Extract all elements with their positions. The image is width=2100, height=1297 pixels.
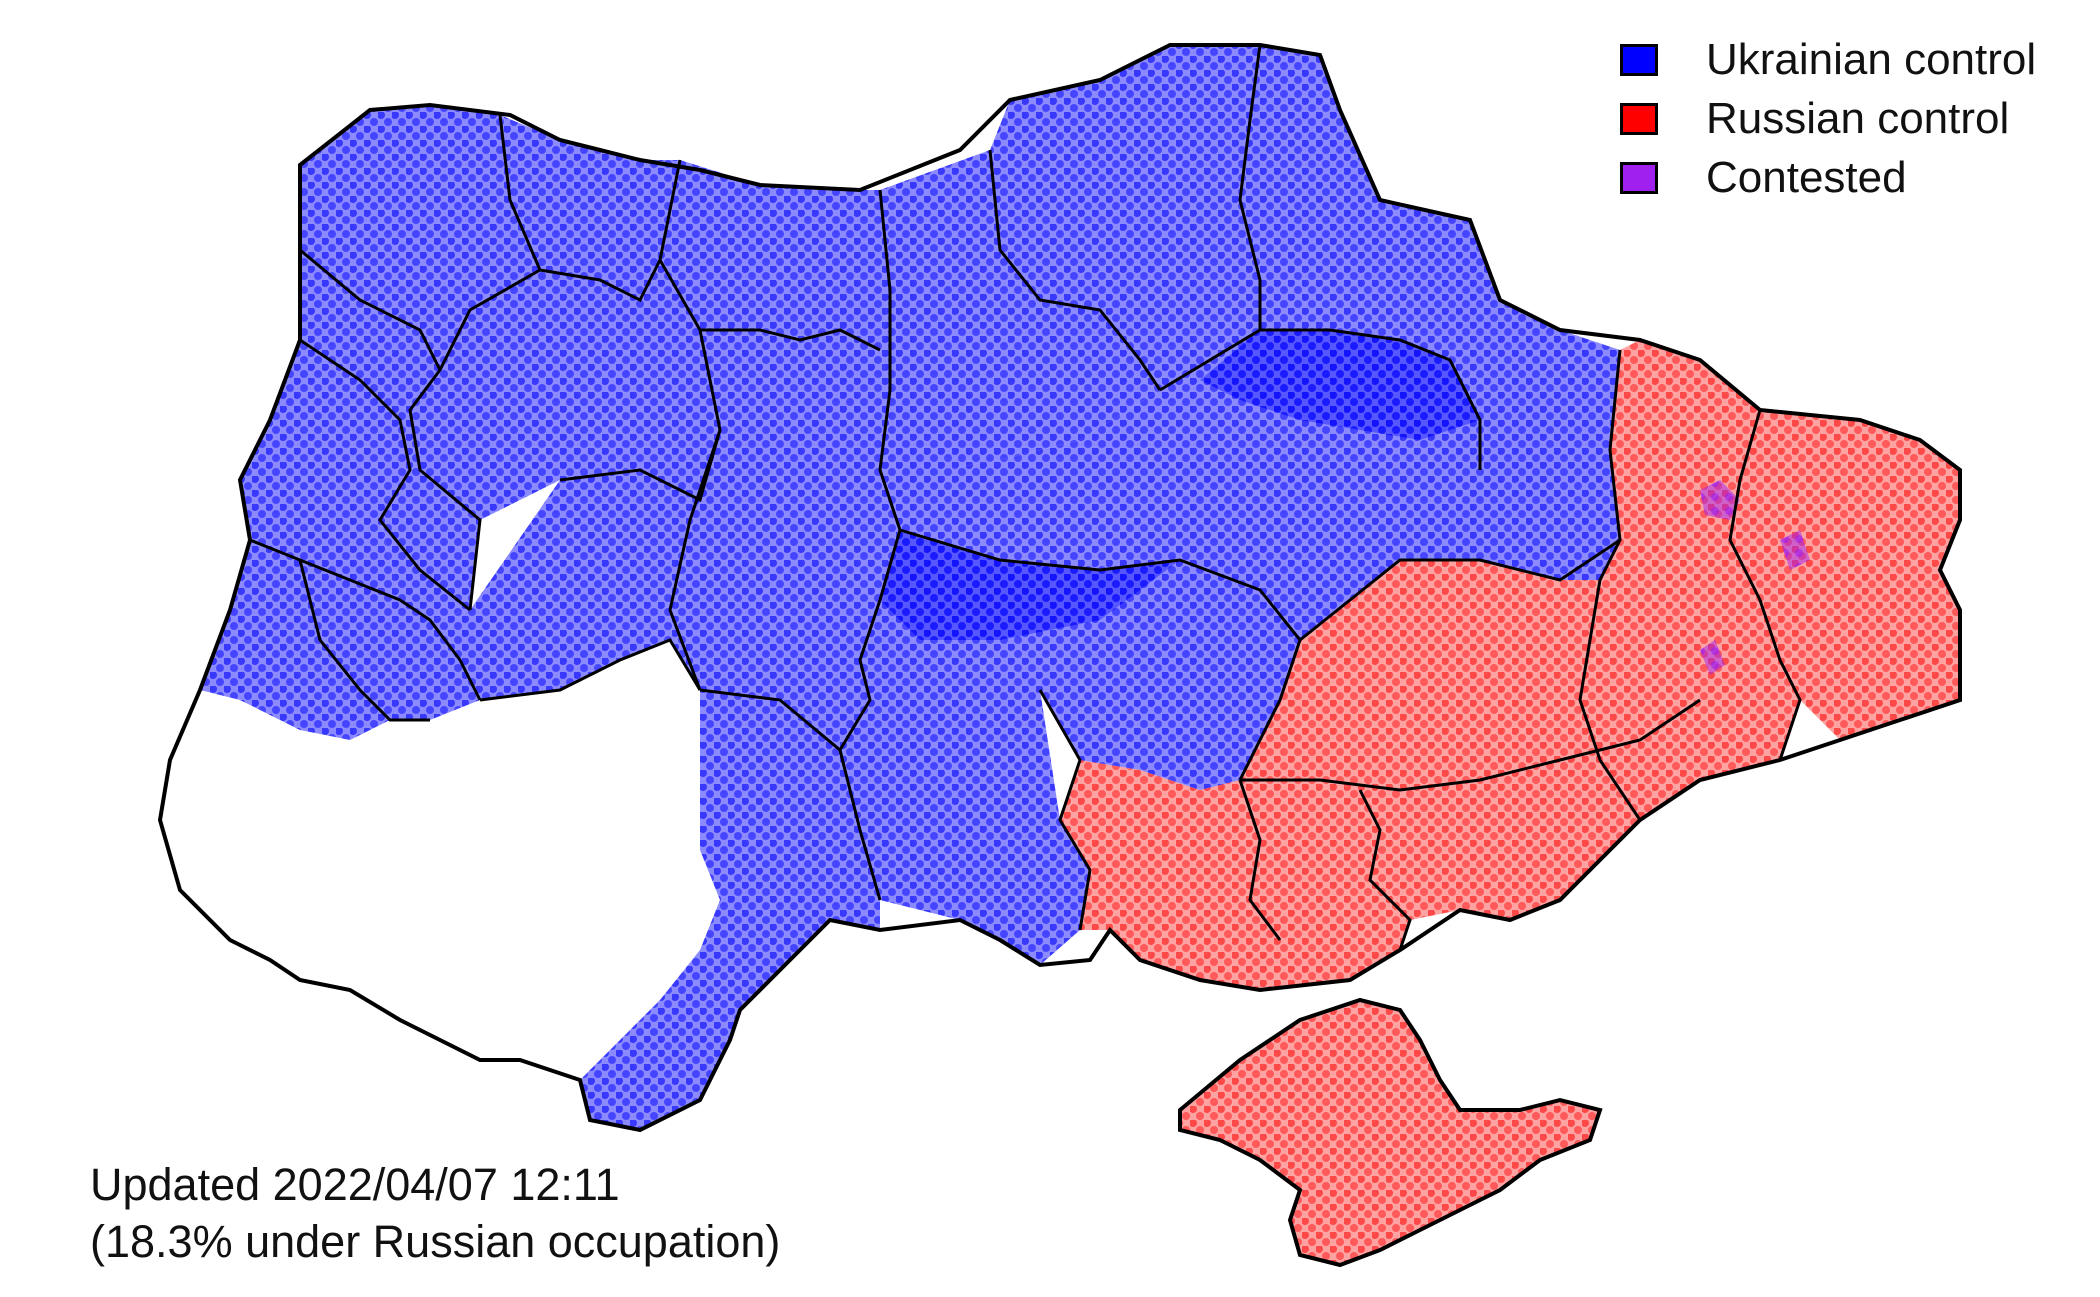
region-rivne [500, 115, 680, 300]
legend-item-russian: Russian control [1620, 89, 2036, 148]
outer-border [157, 43, 1962, 1133]
region-chernihiv [990, 45, 1260, 390]
region-crimea [1180, 1000, 1600, 1265]
contested-zone [1700, 640, 1725, 675]
internal-borders [249, 44, 1802, 951]
region-vinnytsia [660, 260, 900, 750]
legend-swatch-russian [1620, 102, 1658, 135]
region-lviv [240, 250, 420, 600]
oblast-border [479, 638, 702, 702]
legend-item-ukrainian: Ukrainian control [1620, 30, 2036, 89]
oblast-border [838, 529, 902, 901]
region-kherson [1060, 760, 1410, 990]
region-kirovohrad [880, 530, 1180, 640]
region-zakarpattia [200, 540, 390, 740]
oblast-border [1728, 409, 1802, 761]
region-cherkasy [880, 460, 1000, 560]
ukraine-outline [157, 43, 1962, 1133]
contested-zone [1780, 530, 1810, 570]
crimea-outline [1178, 997, 1603, 1268]
legend: Ukrainian control Russian control Contes… [1620, 30, 2036, 207]
legend-item-contested: Contested [1620, 148, 2036, 207]
legend-label: Russian control [1706, 93, 2010, 143]
region-odesa [580, 690, 880, 1130]
occupation-percentage: (18.3% under Russian occupation) [90, 1216, 781, 1267]
region-kharkiv [1450, 300, 1620, 580]
updated-timestamp: Updated 2022/04/07 12:11 [90, 1159, 620, 1210]
oblast-border [899, 528, 1302, 781]
oblast-border [1038, 689, 1092, 931]
legend-label: Contested [1706, 152, 1907, 202]
region-donetsk [1580, 370, 1800, 820]
oblast-border [1358, 789, 1412, 951]
oblast-border [1240, 698, 1701, 792]
region-kyiv [880, 150, 1160, 470]
region-zaporizhzhia [1240, 560, 1640, 920]
oblast-border [299, 338, 471, 612]
oblast-border [700, 328, 881, 352]
oblast-border [1159, 328, 1482, 470]
oblast-border [1299, 538, 1621, 642]
legend-swatch-contested [1620, 161, 1658, 194]
oblast-border [699, 688, 841, 752]
region-layer [200, 45, 1960, 1265]
oblast-border [299, 248, 442, 371]
region-poltava [1200, 330, 1480, 440]
region-zhytomyr [660, 160, 890, 350]
crimea-border [1178, 997, 1603, 1268]
oblast-border [559, 429, 722, 503]
oblast-border [988, 149, 1162, 391]
map-footer: Updated 2022/04/07 12:11 (18.3% under Ru… [90, 1156, 780, 1270]
oblast-border [1238, 44, 1262, 330]
region-volyn [300, 105, 540, 330]
legend-swatch-ukrainian [1620, 43, 1658, 76]
region-ivano-frankivsk [300, 560, 480, 720]
oblast-border [878, 189, 902, 531]
oblast-border [539, 259, 662, 303]
region-sumy [1240, 45, 1500, 360]
region-khmelnytskyi [410, 260, 720, 520]
oblast-border [1238, 779, 1282, 941]
legend-label: Ukrainian control [1706, 34, 2037, 84]
contested-zone [1700, 480, 1740, 520]
region-chernivtsi [430, 470, 700, 700]
oblast-border [298, 559, 430, 722]
region-ternopil [360, 310, 480, 620]
